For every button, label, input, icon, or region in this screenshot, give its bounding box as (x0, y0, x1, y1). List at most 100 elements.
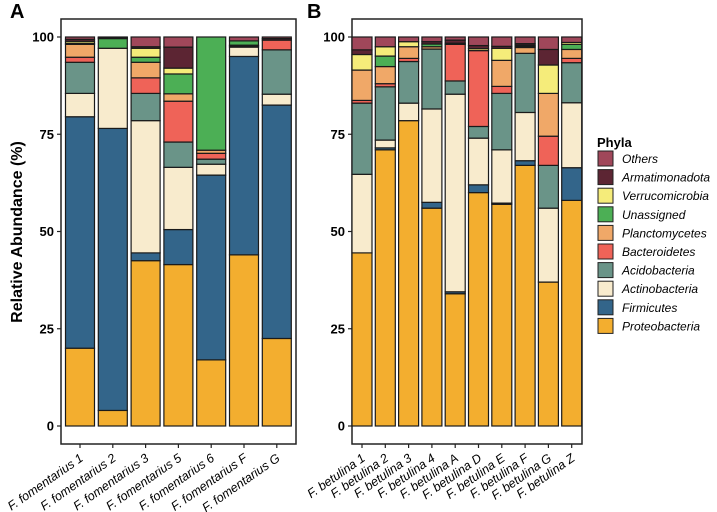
y-tick-label: 50 (40, 224, 54, 239)
bar-segment-acidobacteria (491, 92, 513, 151)
legend-label: Acidobacteria (621, 264, 695, 278)
y-tick-label: 100 (323, 30, 345, 45)
legend-item: Unassigned (597, 206, 686, 223)
bar-segment-armatimonadota (351, 49, 373, 56)
y-tick-label: 50 (331, 224, 345, 239)
bar-segment-proteobacteria (64, 347, 96, 427)
bar-segment-verrucomicrobia (398, 41, 420, 48)
bar-segment-others (351, 36, 373, 51)
y-tick-label: 100 (32, 30, 54, 45)
bar-segment-actinobacteria (444, 93, 466, 293)
bar-segment-firmicutes (163, 228, 194, 266)
legend-label: Armatimonadota (621, 171, 710, 185)
bar-segment-planctomycetes (537, 92, 560, 137)
bar-segment-bacteroidetes (261, 39, 292, 51)
bar-segment-acidobacteria (163, 141, 194, 168)
bar-segment-proteobacteria (196, 359, 227, 427)
legend-item: Verrucomicrobia (597, 187, 709, 204)
bar-segment-firmicutes (130, 252, 161, 262)
bar-segment-planctomycetes (491, 59, 513, 88)
bar-segment-actinobacteria (561, 102, 583, 169)
bar-segment-proteobacteria (398, 120, 420, 427)
bar-segment-planctomycetes (374, 65, 396, 85)
bar-segment-firmicutes (421, 201, 443, 209)
bar-segment-others (261, 36, 292, 40)
bar-segment-planctomycetes (351, 69, 373, 102)
legend-item: Acidobacteria (597, 262, 695, 279)
legend-item: Others (597, 150, 658, 167)
bar-segment-armatimonadota (163, 46, 194, 69)
bar-segment-proteobacteria (514, 164, 536, 427)
bar-segment-proteobacteria (130, 260, 161, 427)
legend-label: Bacteroidetes (622, 245, 695, 259)
bar-segment-bacteroidetes (163, 100, 194, 143)
y-axis-label: Relative Abundance (%) (9, 141, 26, 323)
bar-segment-actinobacteria (514, 111, 536, 162)
bar-segment-others (130, 36, 161, 48)
bar-segment-bacteroidetes (467, 50, 490, 128)
legend-title: Phyla (597, 135, 632, 150)
bar-segment-proteobacteria (97, 409, 128, 427)
bar-segment-bacteroidetes (196, 152, 227, 160)
bar-segment-actinobacteria (421, 108, 443, 203)
bar-segment-others (398, 36, 420, 43)
bar-segment-unassigned (163, 73, 194, 95)
bar-segment-firmicutes (97, 127, 128, 412)
bar-segment-armatimonadota (537, 48, 560, 66)
y-tick-label: 75 (40, 127, 54, 142)
bar-segment-actinobacteria (537, 207, 560, 283)
bar-segment-actinobacteria (64, 92, 96, 118)
bar-segment-bacteroidetes (491, 85, 513, 95)
y-tick-label: 0 (47, 419, 54, 434)
bar-segment-others (64, 36, 96, 40)
legend-swatch (597, 169, 614, 186)
bar-segment-firmicutes (561, 167, 583, 201)
bar-segment-others (491, 36, 513, 47)
bar-segment-actinobacteria (491, 149, 513, 204)
legend-swatch (597, 299, 614, 316)
bar-segment-actinobacteria (130, 120, 161, 254)
bar-segment-verrucomicrobia (491, 47, 513, 61)
legend-swatch (597, 317, 614, 334)
bar-segment-others (561, 36, 583, 44)
legend-swatch (597, 224, 614, 241)
bar-segment-proteobacteria (467, 192, 490, 427)
bar-segment-proteobacteria (374, 149, 396, 427)
legend-label: Firmicutes (622, 301, 677, 315)
bar-segment-acidobacteria (64, 61, 96, 95)
bar-segment-firmicutes (64, 116, 96, 349)
bar-segment-proteobacteria (228, 254, 260, 427)
bar-segment-acidobacteria (374, 86, 396, 141)
bar-segment-firmicutes (228, 55, 260, 256)
bar-segment-planctomycetes (561, 48, 583, 59)
legend-item: Armatimonadota (597, 169, 710, 186)
bar-segment-actinobacteria (196, 163, 227, 176)
bar-segment-actinobacteria (374, 139, 396, 149)
bar-segment-others (374, 36, 396, 48)
bar-segment-acidobacteria (261, 49, 292, 95)
bar-segment-actinobacteria (351, 173, 373, 254)
legend-label: Verrucomicrobia (622, 189, 709, 203)
bar-segment-verrucomicrobia (537, 64, 560, 95)
bar-segment-acidobacteria (130, 92, 161, 122)
bar-segment-bacteroidetes (537, 135, 560, 166)
bar-segment-others (421, 36, 443, 43)
bar-segment-proteobacteria (491, 203, 513, 427)
bar-segment-proteobacteria (163, 263, 194, 427)
y-tick-label: 25 (40, 321, 54, 336)
bar-segment-proteobacteria (351, 252, 373, 427)
legend-swatch (597, 262, 614, 279)
legend-item: Actinobacteria (597, 280, 698, 297)
bar-segment-unassigned (97, 37, 128, 49)
bar-segment-proteobacteria (261, 337, 292, 427)
bar-segment-acidobacteria (398, 60, 420, 104)
legend-item: Firmicutes (597, 299, 677, 316)
bar-segment-acidobacteria (196, 158, 227, 165)
y-tick-label: 75 (331, 127, 345, 142)
bar-segment-bacteroidetes (561, 57, 583, 64)
bar-segment-acidobacteria (537, 164, 560, 209)
bar-segment-verrucomicrobia (351, 53, 373, 71)
bar-segment-others (467, 36, 490, 47)
